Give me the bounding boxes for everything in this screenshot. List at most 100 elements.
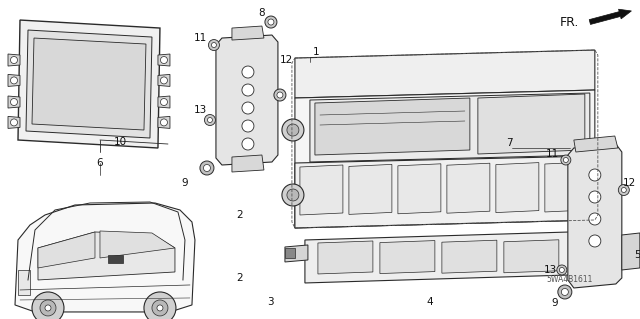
Polygon shape — [232, 155, 264, 172]
Text: 2: 2 — [237, 273, 243, 283]
Bar — [285, 248, 295, 258]
Polygon shape — [100, 231, 175, 258]
Circle shape — [561, 155, 571, 165]
Circle shape — [204, 115, 216, 125]
Text: 5: 5 — [634, 250, 640, 260]
Circle shape — [561, 288, 568, 295]
Circle shape — [152, 300, 168, 316]
Polygon shape — [18, 20, 160, 148]
Circle shape — [200, 161, 214, 175]
Polygon shape — [318, 241, 373, 274]
Polygon shape — [478, 94, 585, 154]
Circle shape — [242, 84, 254, 96]
Circle shape — [268, 19, 274, 25]
Polygon shape — [8, 74, 20, 86]
Polygon shape — [295, 90, 595, 228]
Text: 3: 3 — [268, 297, 274, 307]
Text: 6: 6 — [97, 158, 103, 168]
Polygon shape — [310, 93, 590, 162]
Circle shape — [161, 99, 168, 106]
Text: 4: 4 — [427, 297, 433, 307]
Bar — [108, 255, 123, 263]
Polygon shape — [380, 241, 435, 274]
Polygon shape — [622, 233, 640, 270]
FancyArrow shape — [589, 9, 632, 25]
Circle shape — [211, 42, 216, 48]
Text: 12: 12 — [623, 178, 636, 188]
Polygon shape — [496, 163, 539, 212]
Circle shape — [282, 119, 304, 141]
Polygon shape — [8, 116, 20, 129]
Circle shape — [287, 124, 299, 136]
Circle shape — [204, 165, 211, 172]
Text: 5WA4B1611: 5WA4B1611 — [547, 276, 593, 285]
Text: 8: 8 — [259, 8, 265, 18]
Circle shape — [10, 99, 17, 106]
Circle shape — [589, 213, 601, 225]
Text: 9: 9 — [552, 298, 558, 308]
Polygon shape — [315, 98, 470, 155]
Text: 2: 2 — [237, 210, 243, 220]
Polygon shape — [38, 232, 95, 268]
Circle shape — [40, 300, 56, 316]
Circle shape — [621, 188, 627, 192]
Circle shape — [32, 292, 64, 319]
Polygon shape — [8, 54, 20, 66]
Circle shape — [242, 102, 254, 114]
Polygon shape — [574, 136, 618, 152]
Polygon shape — [545, 162, 588, 212]
Circle shape — [277, 92, 283, 98]
Polygon shape — [447, 163, 490, 213]
Text: 13: 13 — [544, 265, 557, 275]
Text: 11: 11 — [546, 149, 559, 159]
Polygon shape — [295, 50, 595, 98]
Circle shape — [144, 292, 176, 319]
Circle shape — [45, 305, 51, 311]
Polygon shape — [285, 245, 308, 262]
Circle shape — [559, 267, 564, 272]
Polygon shape — [38, 232, 175, 280]
Polygon shape — [504, 240, 559, 273]
Circle shape — [618, 184, 629, 196]
Circle shape — [10, 119, 17, 126]
Circle shape — [589, 191, 601, 203]
Polygon shape — [158, 96, 170, 108]
Polygon shape — [15, 203, 195, 312]
Circle shape — [161, 56, 168, 63]
Circle shape — [282, 184, 304, 206]
Polygon shape — [32, 38, 146, 130]
Circle shape — [589, 235, 601, 247]
Polygon shape — [349, 164, 392, 214]
Circle shape — [557, 265, 567, 275]
Polygon shape — [158, 54, 170, 66]
Polygon shape — [442, 240, 497, 273]
Polygon shape — [216, 35, 278, 165]
Circle shape — [287, 189, 299, 201]
Polygon shape — [295, 156, 595, 228]
Circle shape — [157, 305, 163, 311]
Circle shape — [10, 56, 17, 63]
Text: 7: 7 — [506, 138, 513, 148]
Circle shape — [242, 120, 254, 132]
Circle shape — [265, 16, 277, 28]
Polygon shape — [232, 26, 264, 40]
Polygon shape — [158, 74, 170, 86]
Text: 12: 12 — [280, 55, 294, 65]
Circle shape — [563, 158, 568, 162]
Circle shape — [209, 40, 220, 50]
Polygon shape — [398, 164, 441, 214]
Circle shape — [589, 169, 601, 181]
Polygon shape — [26, 30, 152, 138]
Text: 1: 1 — [312, 47, 319, 57]
Polygon shape — [300, 165, 343, 215]
Circle shape — [274, 89, 286, 101]
Circle shape — [242, 66, 254, 78]
Circle shape — [10, 77, 17, 84]
Text: 11: 11 — [193, 33, 207, 43]
Bar — [18, 270, 30, 295]
Polygon shape — [568, 144, 622, 288]
Polygon shape — [8, 96, 20, 108]
Polygon shape — [158, 116, 170, 129]
Text: FR.: FR. — [560, 16, 580, 28]
Circle shape — [558, 285, 572, 299]
